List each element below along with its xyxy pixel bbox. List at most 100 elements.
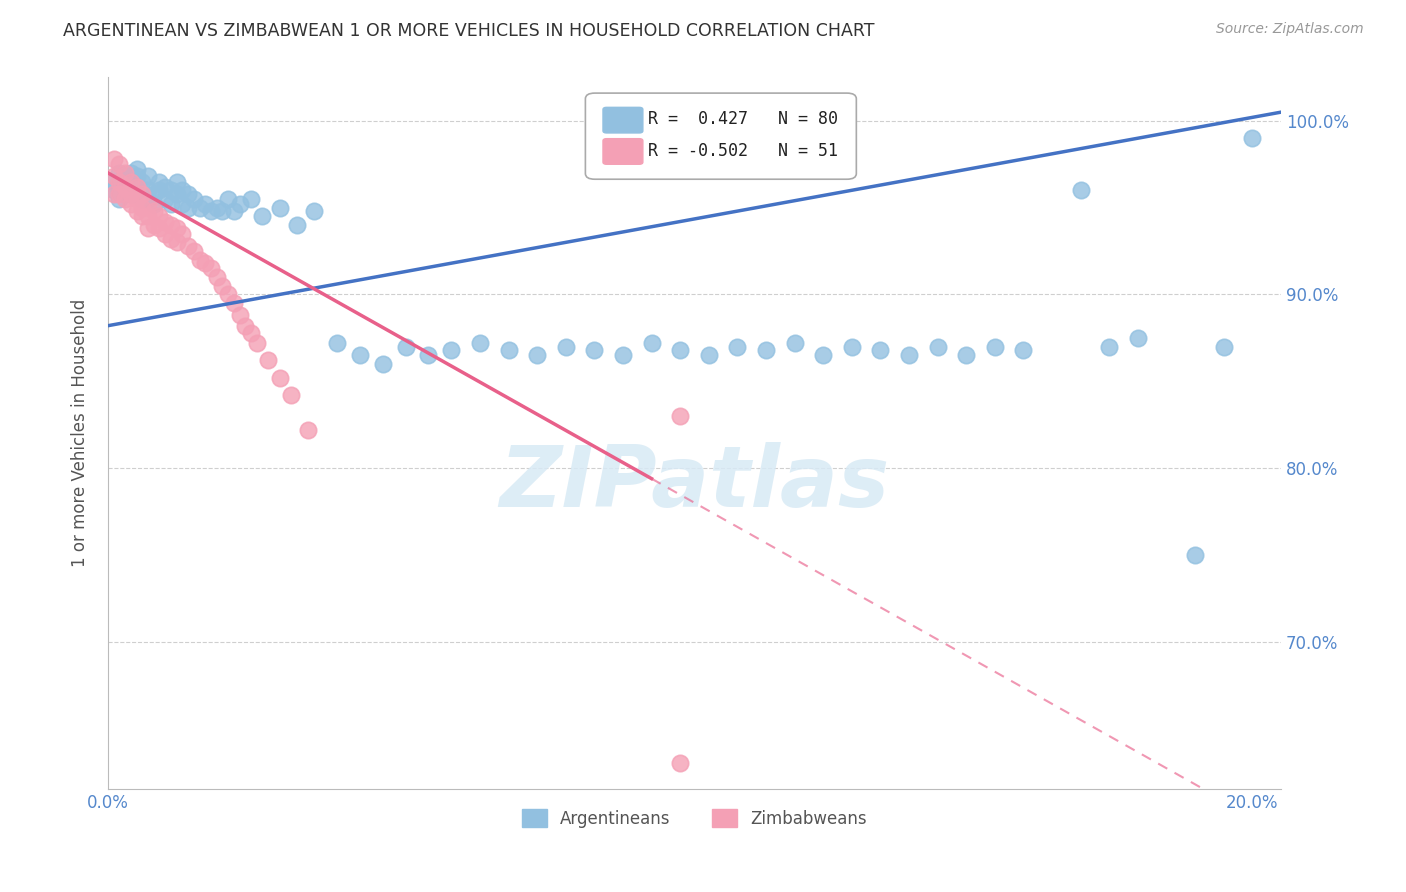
Point: [440, 343, 463, 357]
Legend: Argentineans, Zimbabweans: Argentineans, Zimbabweans: [515, 803, 875, 834]
Text: R =  0.427   N = 80: R = 0.427 N = 80: [648, 111, 838, 128]
Point: [166, 175, 188, 189]
Point: [669, 756, 692, 771]
Point: [526, 348, 548, 362]
Point: [205, 201, 228, 215]
Point: [103, 175, 125, 189]
Point: [108, 192, 131, 206]
Point: [869, 343, 891, 357]
Point: [136, 210, 159, 224]
Point: [166, 221, 188, 235]
Point: [108, 157, 131, 171]
Point: [1126, 331, 1149, 345]
Point: [269, 371, 291, 385]
Point: [302, 204, 325, 219]
Point: [160, 197, 183, 211]
Point: [755, 343, 778, 357]
Point: [131, 186, 153, 201]
Point: [103, 183, 125, 197]
Point: [554, 339, 576, 353]
FancyBboxPatch shape: [603, 138, 643, 164]
Point: [166, 235, 188, 250]
Point: [131, 201, 153, 215]
Point: [142, 218, 165, 232]
Point: [108, 183, 131, 197]
Point: [640, 336, 662, 351]
Point: [612, 348, 634, 362]
Point: [188, 201, 211, 215]
Point: [125, 179, 148, 194]
Point: [177, 239, 200, 253]
Point: [841, 339, 863, 353]
Point: [326, 336, 349, 351]
Point: [108, 166, 131, 180]
Point: [246, 336, 269, 351]
Point: [200, 204, 222, 219]
Point: [177, 186, 200, 201]
Point: [136, 169, 159, 184]
Point: [1212, 339, 1234, 353]
Point: [222, 204, 245, 219]
Point: [217, 287, 239, 301]
Point: [114, 186, 136, 201]
Point: [120, 197, 142, 211]
Point: [155, 179, 177, 194]
Point: [114, 179, 136, 194]
Point: [217, 192, 239, 206]
Text: ARGENTINEAN VS ZIMBABWEAN 1 OR MORE VEHICLES IN HOUSEHOLD CORRELATION CHART: ARGENTINEAN VS ZIMBABWEAN 1 OR MORE VEHI…: [63, 22, 875, 40]
Point: [1012, 343, 1035, 357]
Point: [125, 162, 148, 177]
Point: [148, 210, 170, 224]
Point: [669, 343, 692, 357]
Point: [131, 186, 153, 201]
Point: [371, 357, 394, 371]
Y-axis label: 1 or more Vehicles in Household: 1 or more Vehicles in Household: [72, 299, 89, 567]
Point: [297, 423, 319, 437]
Point: [725, 339, 748, 353]
Point: [125, 204, 148, 219]
Point: [103, 186, 125, 201]
Point: [285, 218, 308, 232]
Point: [211, 204, 233, 219]
Point: [120, 175, 142, 189]
Point: [228, 308, 250, 322]
Point: [813, 348, 835, 362]
Point: [240, 192, 263, 206]
Point: [108, 175, 131, 189]
Point: [125, 183, 148, 197]
Point: [114, 179, 136, 194]
Point: [583, 343, 606, 357]
Point: [1184, 548, 1206, 562]
Point: [183, 244, 205, 258]
Point: [114, 166, 136, 180]
Point: [257, 353, 280, 368]
Point: [498, 343, 520, 357]
Text: R = -0.502   N = 51: R = -0.502 N = 51: [648, 142, 838, 160]
Point: [194, 197, 217, 211]
Point: [252, 210, 274, 224]
Point: [148, 221, 170, 235]
Point: [240, 326, 263, 340]
Point: [183, 192, 205, 206]
Point: [188, 252, 211, 267]
Point: [120, 175, 142, 189]
Point: [136, 197, 159, 211]
Point: [160, 218, 183, 232]
Point: [172, 197, 194, 211]
Point: [142, 186, 165, 201]
Point: [172, 183, 194, 197]
Point: [172, 227, 194, 241]
Point: [136, 183, 159, 197]
Point: [177, 201, 200, 215]
Point: [697, 348, 720, 362]
Point: [1070, 183, 1092, 197]
Point: [898, 348, 921, 362]
Point: [233, 318, 256, 333]
Point: [269, 201, 291, 215]
Point: [394, 339, 416, 353]
Point: [194, 256, 217, 270]
Point: [669, 409, 692, 423]
Point: [108, 186, 131, 201]
Point: [160, 183, 183, 197]
Point: [114, 192, 136, 206]
